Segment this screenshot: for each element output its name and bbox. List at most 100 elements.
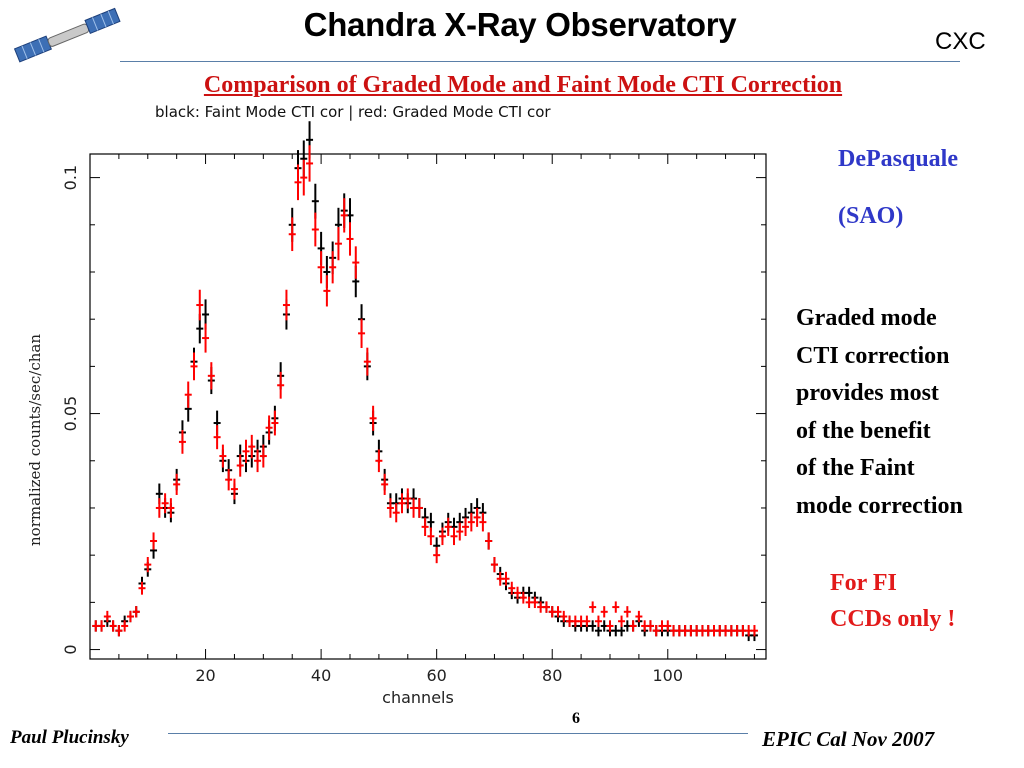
data-point [306, 145, 314, 182]
data-point [334, 227, 342, 261]
data-point [594, 615, 602, 627]
data-point [600, 606, 608, 618]
data-point [433, 547, 441, 564]
data-point [190, 352, 198, 381]
data-point [109, 620, 117, 632]
header-divider [120, 61, 960, 62]
data-point [161, 493, 169, 514]
x-tick-label: 80 [542, 666, 562, 685]
body-line: of the Faint [796, 455, 915, 481]
data-point [502, 571, 510, 586]
data-point [150, 532, 158, 550]
data-point [300, 159, 308, 196]
body-line: CTI correction [796, 342, 950, 369]
data-point [317, 251, 325, 284]
data-point [155, 498, 163, 518]
data-point [583, 615, 591, 627]
note-line: CCDs only ! [830, 606, 956, 632]
data-point [352, 246, 360, 279]
data-point [386, 498, 394, 518]
body-line: mode correction [796, 492, 963, 519]
data-point [462, 517, 470, 536]
data-point [485, 532, 493, 550]
data-point [329, 251, 337, 284]
body-line: of the benefit [796, 417, 931, 444]
data-point [606, 620, 614, 632]
data-point [363, 347, 371, 376]
data-point [444, 517, 452, 536]
data-point [467, 512, 475, 532]
data-point [196, 289, 204, 321]
body-line: Graded mode [796, 305, 937, 331]
data-point [508, 581, 516, 595]
data-point [554, 606, 562, 618]
data-point [404, 488, 412, 509]
data-point [254, 449, 262, 473]
data-point [178, 430, 186, 454]
note-text: For FI CCDs only ! [830, 565, 955, 637]
header-org: CXC [935, 28, 986, 55]
data-point [750, 625, 758, 637]
data-point [375, 449, 383, 473]
y-tick-label: 0 [61, 644, 80, 654]
data-point [173, 473, 181, 495]
data-point [202, 323, 210, 353]
data-point [664, 620, 672, 632]
data-point [421, 517, 429, 536]
data-point [213, 425, 221, 450]
data-point [646, 620, 654, 632]
data-point [629, 620, 637, 632]
data-point [473, 507, 481, 527]
x-tick-label: 40 [311, 666, 331, 685]
data-point [126, 610, 134, 623]
body-line: provides most [796, 380, 939, 406]
data-point [207, 362, 215, 390]
data-point [346, 222, 354, 256]
data-point [560, 610, 568, 623]
data-point [138, 581, 146, 595]
data-point [589, 601, 597, 613]
footer-event: EPIC Cal Nov 2007 [762, 727, 935, 751]
data-point [519, 591, 527, 604]
data-point [438, 527, 446, 546]
data-point [144, 557, 152, 573]
data-point [282, 289, 290, 321]
data-point [514, 586, 522, 600]
data-point [259, 444, 267, 468]
data-point [323, 275, 331, 307]
data-point [652, 625, 660, 637]
y-tick-label: 0.1 [61, 165, 80, 190]
data-point [219, 444, 227, 468]
y-tick-label: 0.05 [61, 396, 80, 432]
data-point [635, 610, 643, 623]
x-tick-label: 100 [653, 666, 684, 685]
data-point [225, 468, 233, 491]
data-point [415, 498, 423, 518]
footer-divider [168, 733, 748, 734]
body-text: Graded mode CTI correction provides most… [796, 300, 963, 525]
x-axis-label: channels [382, 688, 454, 707]
data-point [132, 606, 140, 618]
data-point [450, 527, 458, 546]
data-point [612, 601, 620, 613]
data-point [542, 601, 550, 613]
data-point [531, 596, 539, 609]
data-point [618, 615, 626, 627]
data-point [623, 606, 631, 618]
footer-author: Paul Plucinsky [10, 727, 129, 748]
data-point [103, 610, 111, 623]
data-point [369, 405, 377, 431]
data-point [589, 620, 597, 632]
data-point [392, 503, 400, 523]
note-line: For FI [830, 570, 897, 596]
data-point [456, 522, 464, 541]
data-point [115, 625, 123, 637]
slide-title: Comparison of Graded Mode and Faint Mode… [203, 72, 843, 98]
data-point [271, 410, 279, 436]
data-point [398, 493, 406, 514]
data-point [340, 198, 348, 233]
data-point [236, 454, 244, 477]
data-point [184, 381, 192, 408]
header-title: Chandra X-Ray Observatory [303, 6, 737, 43]
plot-frame [89, 153, 767, 660]
